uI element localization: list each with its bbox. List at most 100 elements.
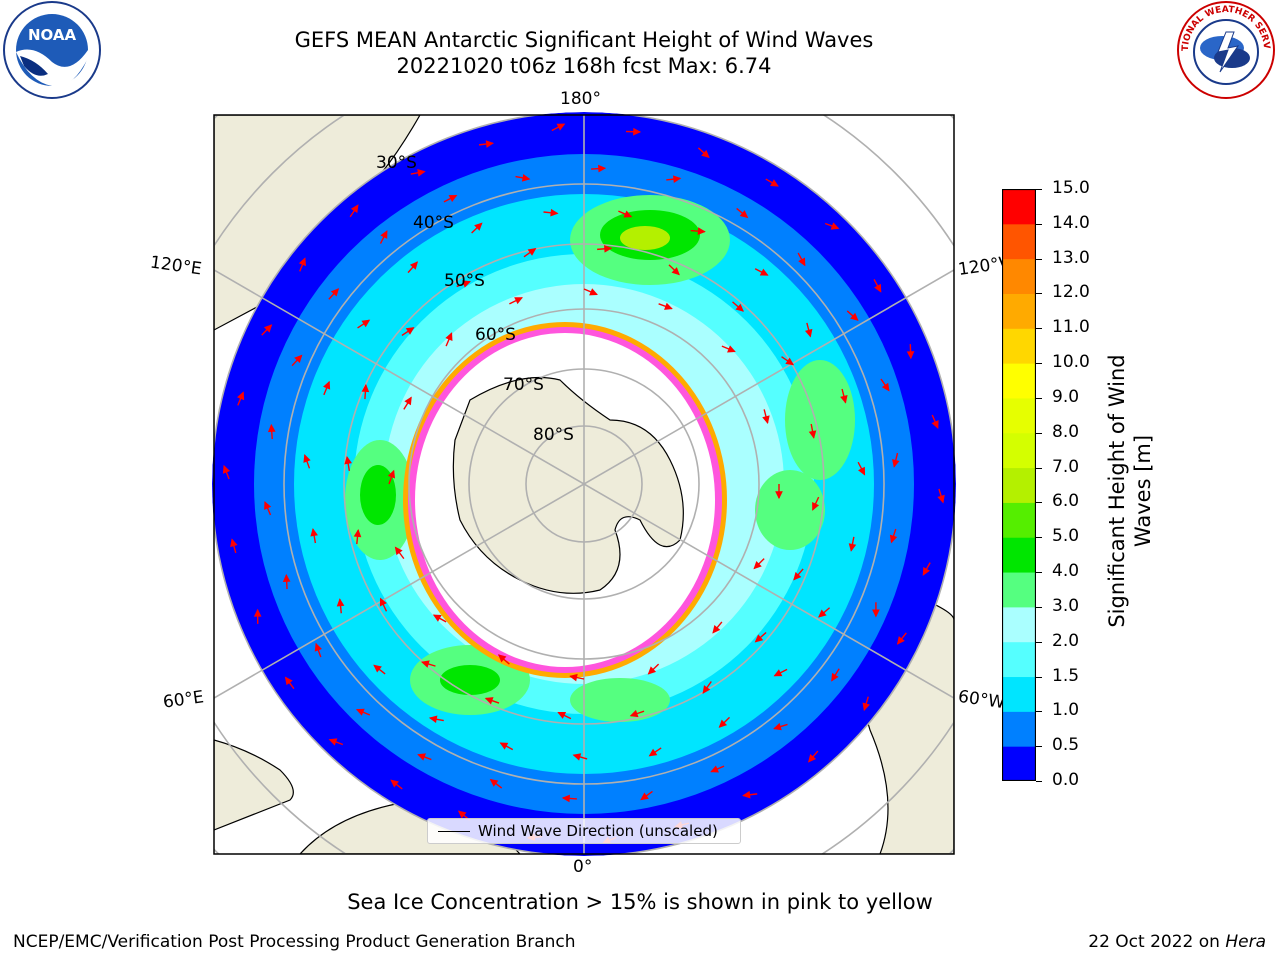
colorbar-tick-label: 5.0 [1052,526,1080,547]
wave-arrow-head [812,502,820,511]
wave-arrow-head [514,297,524,305]
wave-arrow-head [710,765,719,773]
wave-arrow-head [417,169,426,177]
colorbar-tick-label: 12.0 [1052,282,1090,303]
wave-arrow-head [922,567,930,576]
wind-wave-arrows [222,123,945,844]
colorbar-tick [1036,258,1042,260]
wave-arrow-head [561,794,570,803]
wave-arrow-head [640,792,649,801]
wave-arrow-head [355,708,365,716]
wave-arrow-head [298,257,306,267]
colorbar-tick-label: 13.0 [1052,247,1090,268]
wave-arrow-head [840,395,848,404]
wave-arrow-head [931,420,939,429]
colorbar-tick [1036,676,1042,678]
colorbar-tick-label: 1.5 [1052,665,1080,686]
wave-arrow-head [633,127,642,136]
wave-arrow-head [672,175,682,183]
colorbar-segment [1002,641,1036,678]
wave-arrow-head [253,608,262,617]
wave-arrow-head [830,222,840,230]
wave-arrow-head [937,494,945,504]
wave-arrow-head [264,501,272,510]
wave-arrow-head [263,324,273,333]
wave-arrow-head [664,302,673,310]
colorbar-segment [1002,363,1036,399]
colorbar-tick-label: 2.0 [1052,630,1080,651]
colorbar-tick [1036,502,1042,504]
colorbar-tick [1036,711,1042,713]
wave-arrow-head [448,194,458,202]
wave-arrow-head [906,351,915,360]
wave-arrow-head [420,660,430,668]
wave-arrow-head [394,546,403,556]
wave-arrow-head [850,312,859,321]
svg-text:NOAA: NOAA [28,26,77,44]
wave-arrow-head [775,491,783,500]
wave-arrow-head [874,283,882,293]
colorbar-tick-label: 7.0 [1052,456,1080,477]
wave-arrow-head [785,357,795,366]
wave-arrow-head [485,140,495,148]
wave-arrow-head [445,332,453,341]
colorbar-label-wrap: Significant Height of Wind Waves [m] [1090,354,1170,627]
lat-label-70s: 70°S [503,375,544,395]
colorbar-tick-label: 4.0 [1052,561,1080,582]
wave-arrow-head [804,328,813,338]
wave-arrow-head [753,560,762,570]
wave-arrow-head [773,722,782,731]
colorbar-tick [1036,223,1042,225]
wave-arrow-head [572,753,582,761]
colorbar-tick-label: 9.0 [1052,386,1080,407]
colorbar-tick [1036,746,1042,748]
wave-arrow-head [379,597,387,607]
wave-arrow-head [892,459,900,468]
colorbar-tick [1036,537,1042,539]
wave-arrow-head [754,634,764,643]
noaa-logo-icon: NOAA [3,1,101,99]
wave-arrow-head [390,779,399,788]
wave-arrow-head [380,230,388,239]
wave-arrow-head [623,210,633,218]
meridian-label-0: 0° [573,857,593,877]
wave-arrow-head [361,383,370,393]
wave-arrow-head [735,303,744,312]
footer-date: 22 Oct 2022 on Hera [1088,932,1266,952]
lat-label-80s: 80°S [533,425,574,445]
wave-arrow-head [718,719,728,728]
wave-arrow-head [889,534,898,544]
wave-arrow-head [330,288,340,297]
wave-arrow-head [499,742,509,750]
colorbar-tick [1036,189,1042,190]
wave-arrow-head [589,288,598,296]
wave-arrow-head [862,702,870,712]
wave-arrow-head [303,454,311,463]
wave-arrow-head [387,469,396,479]
wave-arrow-head [896,636,905,645]
wave-arrow-head [282,573,291,583]
wave-arrow-head [701,149,710,158]
legend-line-marker [438,831,470,832]
wave-arrow-head [872,609,880,618]
wave-arrow-head [808,430,817,439]
colorbar-tick [1036,293,1042,295]
colorbar-tick-label: 8.0 [1052,421,1080,442]
wave-arrow-head [294,354,303,364]
lat-label-40s: 40°S [413,213,454,233]
wave-arrow-head [462,280,471,288]
wave-arrow-head [314,642,322,652]
colorbar-segment [1002,223,1036,260]
colorbar-tick [1036,328,1042,330]
colorbar-segment [1002,572,1036,608]
wave-arrow-head [237,391,245,401]
colorbar-tick-label: 6.0 [1052,491,1080,512]
colorbar-segment [1002,502,1036,538]
wave-arrow-head [550,208,559,217]
wave-arrow-head [739,210,749,219]
wave-arrow-head [344,455,352,465]
wave-arrow-head [489,778,499,787]
wave-arrow-head [759,268,769,276]
wave-arrow-head [807,754,817,763]
